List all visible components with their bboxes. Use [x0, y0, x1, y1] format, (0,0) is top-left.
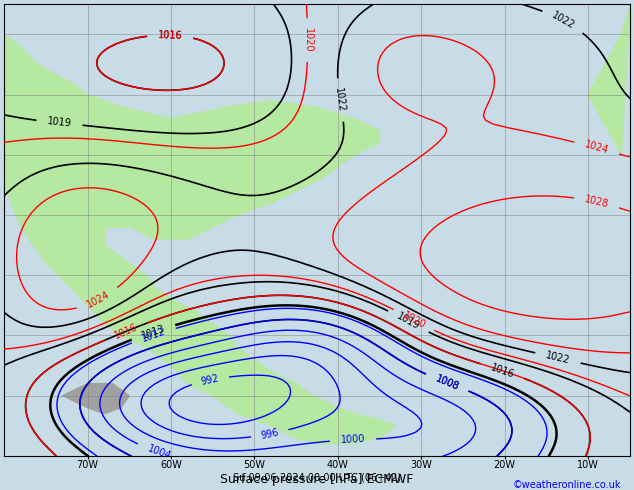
Polygon shape — [4, 34, 396, 444]
Text: 996: 996 — [260, 427, 280, 441]
Text: 1008: 1008 — [434, 373, 460, 392]
Text: 1016: 1016 — [113, 322, 139, 341]
Polygon shape — [63, 384, 129, 414]
Text: 1019: 1019 — [395, 311, 422, 332]
Text: 1004: 1004 — [146, 443, 172, 462]
Text: 1022: 1022 — [333, 87, 347, 113]
Text: 1013: 1013 — [140, 323, 167, 341]
Text: 1020: 1020 — [302, 28, 313, 52]
Text: 1028: 1028 — [583, 194, 610, 210]
Text: 1008: 1008 — [434, 373, 460, 392]
Text: 1024: 1024 — [583, 140, 610, 156]
Text: 1016: 1016 — [158, 30, 183, 41]
Text: 992: 992 — [200, 373, 221, 387]
X-axis label: Surface pressure [hPa] ECMWF: Surface pressure [hPa] ECMWF — [220, 473, 414, 486]
Text: 1022: 1022 — [545, 350, 571, 366]
Text: 1022: 1022 — [550, 10, 577, 31]
Text: 1012: 1012 — [140, 326, 167, 344]
Polygon shape — [588, 4, 630, 155]
Text: 1016: 1016 — [158, 30, 183, 41]
Text: 1019: 1019 — [47, 117, 72, 129]
Text: ©weatheronline.co.uk: ©weatheronline.co.uk — [513, 480, 621, 490]
Text: Su 09-06-2024 00:00 UTC (06+42): Su 09-06-2024 00:00 UTC (06+42) — [233, 472, 401, 482]
Text: 1000: 1000 — [340, 434, 365, 445]
Text: 1016: 1016 — [489, 362, 515, 380]
Text: 1024: 1024 — [85, 290, 112, 310]
Text: 1020: 1020 — [401, 310, 427, 330]
